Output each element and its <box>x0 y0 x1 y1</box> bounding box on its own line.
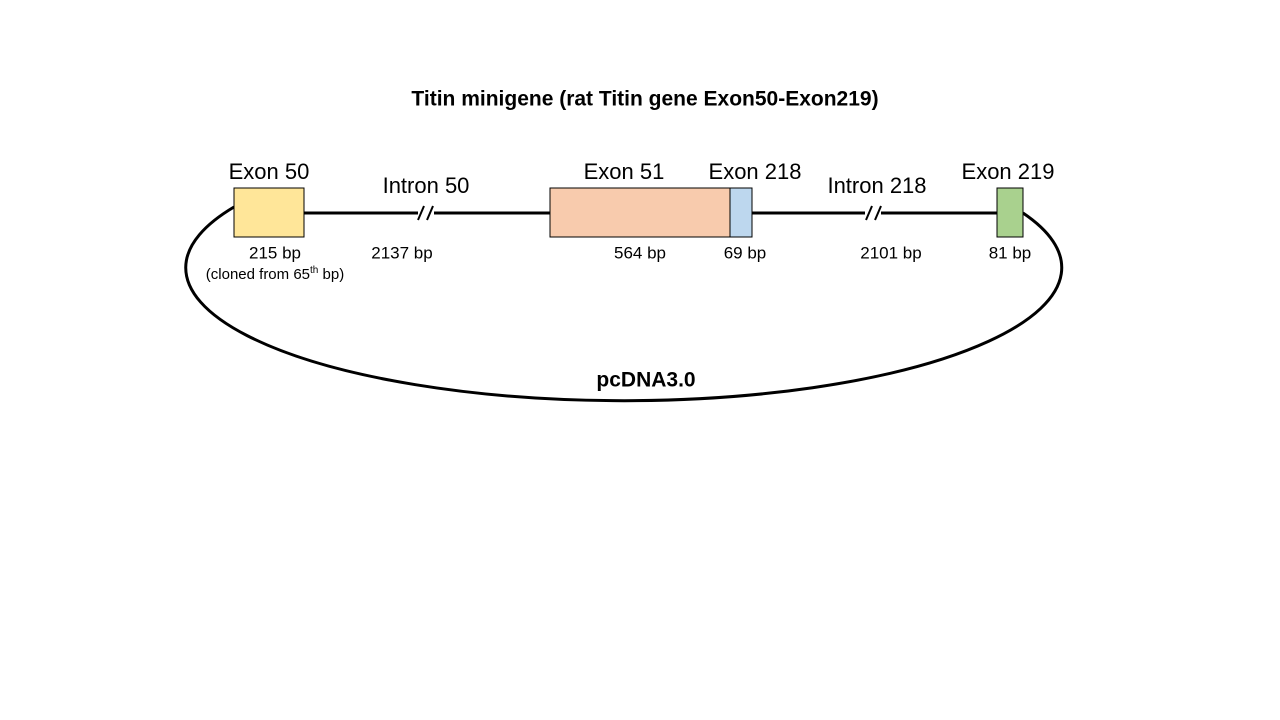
exon-box <box>549 187 731 238</box>
break-mark <box>417 205 434 221</box>
segment-size: 215 bp <box>249 243 301 262</box>
segment-size: 2137 bp <box>371 243 432 262</box>
note-superscript: th <box>310 265 318 276</box>
segment-size: 81 bp <box>989 243 1032 262</box>
segment-size: 564 bp <box>614 243 666 262</box>
segment-label: Intron 50 <box>383 173 470 198</box>
vector-label: pcDNA3.0 <box>596 369 695 392</box>
clone-note: (cloned from 65th bp) <box>206 265 344 283</box>
segment-label: Intron 218 <box>827 173 926 198</box>
break-mark <box>865 205 882 221</box>
exon-box <box>233 187 305 238</box>
note-text: (cloned from 65 <box>206 266 310 283</box>
segment-size: 2101 bp <box>860 243 921 262</box>
segment-label: Exon 51 <box>584 159 665 184</box>
exon-box <box>729 187 753 238</box>
segment-label: Exon 219 <box>962 159 1055 184</box>
plasmid-loop <box>184 205 1064 403</box>
segment-size: 69 bp <box>724 243 767 262</box>
segment-label: Exon 50 <box>229 159 310 184</box>
title: Titin minigene (rat Titin gene Exon50-Ex… <box>411 88 878 111</box>
exon-box <box>996 187 1024 238</box>
segment-label: Exon 218 <box>709 159 802 184</box>
note-text: bp) <box>318 266 344 283</box>
